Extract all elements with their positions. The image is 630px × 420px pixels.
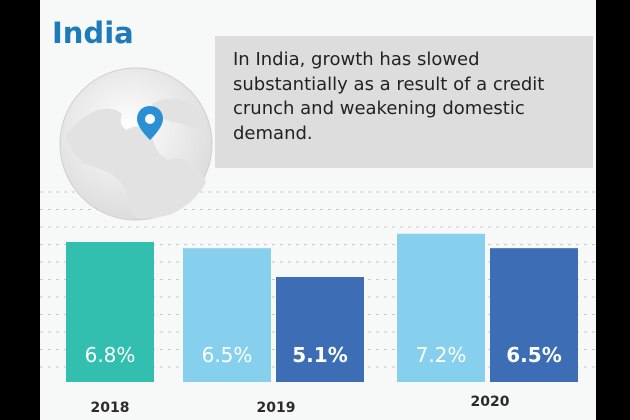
year-label: 2018 (91, 400, 130, 416)
bar-2 (276, 277, 364, 382)
bar-4 (490, 248, 578, 382)
location-pin-icon (137, 106, 163, 140)
bar-0 (66, 242, 154, 382)
infographic-card: India In India, growth has slowed substa… (40, 0, 596, 420)
bar-value-label: 6.5% (506, 343, 561, 367)
bar-1 (183, 248, 271, 382)
bar-chart: 6.8% 6.5% 5.1% 7.2% 6.5% 2018 2019 2020 (66, 233, 578, 416)
bar-value-label: 6.8% (85, 343, 136, 367)
page-title: India (52, 16, 134, 50)
bar-value-label: 7.2% (416, 343, 467, 367)
year-label: 2019 (257, 400, 296, 416)
bar-3 (397, 233, 485, 382)
year-label: 2020 (471, 394, 510, 410)
bar-value-label: 6.5% (202, 343, 253, 367)
globe-map-icon (59, 67, 213, 221)
caption-text: In India, growth has slowed substantiall… (233, 49, 545, 144)
bar-value-label: 5.1% (292, 343, 347, 367)
caption-box: In India, growth has slowed substantiall… (215, 36, 593, 168)
